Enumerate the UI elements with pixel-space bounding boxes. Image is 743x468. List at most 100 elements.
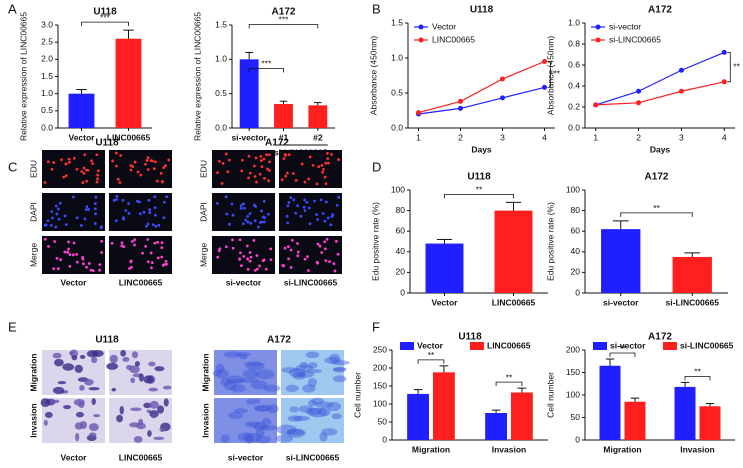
- cell: [154, 224, 158, 228]
- cell: [153, 436, 165, 441]
- cell: [149, 159, 153, 163]
- cell: [144, 245, 147, 248]
- cell: [243, 361, 264, 367]
- y-axis-label: Edu positive rate (%): [370, 202, 380, 281]
- cell: [139, 173, 143, 177]
- y-tick-label: 100: [566, 389, 580, 399]
- y-tick-label: 0.0: [41, 122, 53, 132]
- cell: [146, 156, 150, 160]
- cell: [258, 221, 262, 224]
- micrograph: [42, 193, 105, 231]
- micrograph: [109, 150, 172, 188]
- cell: [81, 257, 85, 261]
- cell: [307, 269, 310, 272]
- y-tick-label: 80: [396, 205, 406, 215]
- cell: [268, 169, 271, 172]
- cell: [244, 421, 253, 427]
- cell: [72, 156, 76, 160]
- x-tick-label: Invasion: [680, 444, 714, 454]
- cell: [160, 241, 164, 245]
- image-title: U118: [95, 138, 119, 149]
- legend-swatch: [400, 342, 414, 350]
- cell: [242, 202, 245, 206]
- cell: [226, 170, 230, 173]
- cell: [53, 399, 60, 403]
- cell: [302, 205, 306, 209]
- cell: [84, 378, 94, 386]
- y-tick-label: 150: [566, 367, 580, 377]
- micrograph: [279, 193, 342, 231]
- bar: [494, 210, 533, 293]
- cell: [282, 157, 286, 160]
- cell: [253, 175, 257, 178]
- cell: [161, 180, 164, 184]
- cell: [112, 198, 116, 202]
- cell: [319, 198, 323, 202]
- y-tick-label: 2.5: [41, 36, 53, 46]
- legend-swatch: [663, 342, 677, 350]
- cell: [148, 387, 158, 392]
- y-tick-label: 40: [571, 246, 581, 256]
- cell: [239, 206, 243, 210]
- y-axis-label: Absorbance (450nm): [368, 36, 378, 116]
- cell: [227, 158, 231, 162]
- chart-title: A172: [648, 332, 672, 343]
- cell: [324, 161, 328, 165]
- row-label: Invasion: [28, 403, 38, 437]
- cell: [294, 179, 298, 182]
- cell: [228, 222, 231, 226]
- cell: [333, 367, 346, 373]
- cell: [216, 255, 220, 259]
- cell: [115, 164, 118, 168]
- cell: [88, 387, 100, 391]
- point: [721, 79, 727, 85]
- cell: [332, 262, 336, 265]
- bar: [274, 103, 293, 128]
- cell: [260, 424, 270, 430]
- cell: [215, 363, 225, 374]
- cell: [129, 164, 133, 167]
- image-title: A172: [267, 335, 291, 346]
- cell: [165, 195, 169, 199]
- cell: [224, 245, 228, 249]
- cell: [298, 405, 314, 413]
- cell: [246, 220, 250, 224]
- cell: [75, 252, 79, 256]
- row-label: Merge: [198, 243, 208, 267]
- cell: [246, 362, 265, 371]
- cell: [80, 170, 84, 173]
- cell: [267, 179, 271, 183]
- chart-title: U118: [467, 172, 491, 183]
- cell: [253, 404, 273, 412]
- cell: [248, 171, 252, 175]
- x-tick-label: 1: [593, 132, 598, 142]
- cell: [148, 211, 152, 215]
- cell: [322, 167, 325, 171]
- cell: [82, 262, 85, 266]
- cell: [93, 414, 101, 418]
- y-tick-label: 100: [566, 184, 580, 194]
- cell: [286, 245, 290, 249]
- cell: [68, 161, 71, 164]
- cell: [256, 225, 260, 229]
- y-tick-label: 20: [571, 267, 581, 277]
- x-tick-label: Migration: [603, 444, 641, 454]
- x-axis-label: Days: [471, 144, 492, 154]
- chart-title: A172: [272, 7, 296, 18]
- cell: [308, 155, 312, 159]
- cell: [162, 166, 166, 170]
- cell: [324, 200, 328, 204]
- y-tick-label: 1.5: [215, 19, 227, 29]
- cell: [50, 210, 54, 214]
- cell: [122, 356, 130, 362]
- x-tick-label: #1: [279, 132, 289, 142]
- cell: [248, 212, 252, 216]
- cell: [318, 244, 322, 248]
- point: [636, 88, 642, 94]
- cell: [249, 255, 253, 259]
- cell: [124, 209, 128, 213]
- cell: [91, 269, 95, 273]
- cell: [150, 261, 154, 265]
- cell: [130, 240, 134, 243]
- cell: [321, 212, 325, 215]
